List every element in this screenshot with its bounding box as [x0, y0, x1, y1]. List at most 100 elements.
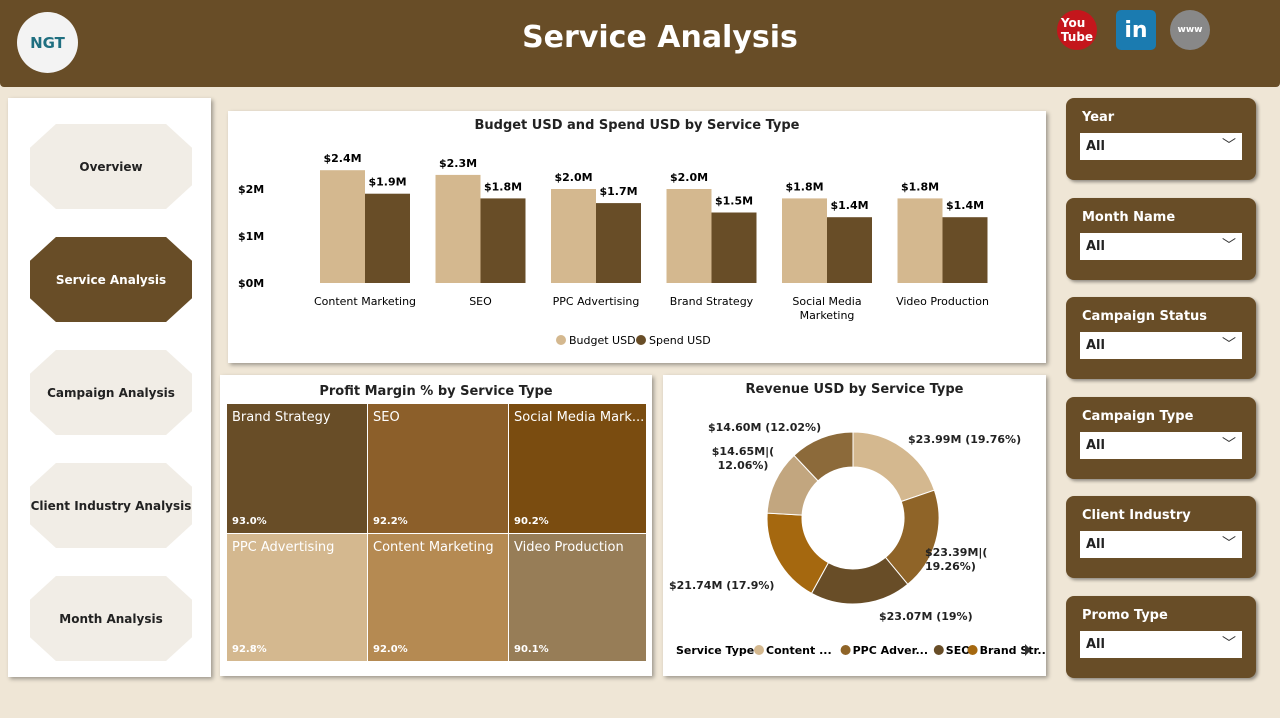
bar-budget-usd[interactable]	[435, 174, 481, 283]
filter-value: All	[1086, 238, 1105, 254]
bar-spend-usd[interactable]	[365, 193, 410, 283]
filter-label: Campaign Type	[1082, 408, 1194, 424]
filter-card: Campaign Type All ﹀	[1066, 396, 1256, 479]
logo: NGT	[17, 12, 78, 73]
filter-dropdown[interactable]: All ﹀	[1080, 133, 1242, 160]
data-label: $2.0M	[554, 171, 592, 184]
data-label: $1.4M	[830, 199, 868, 212]
filter-dropdown[interactable]: All ﹀	[1080, 332, 1242, 359]
legend-marker	[840, 645, 851, 655]
filter-dropdown[interactable]: All ﹀	[1080, 531, 1242, 558]
filter-value: All	[1086, 139, 1105, 154]
filter-value: All	[1086, 636, 1105, 652]
legend-label: Budget USD	[569, 334, 636, 347]
donut-slice[interactable]	[793, 431, 854, 482]
bar-budget-usd[interactable]	[320, 170, 365, 283]
tile-value: 92.0%	[373, 644, 408, 655]
slice-label: $14.65M|(12.06%)	[711, 445, 775, 472]
filter-dropdown[interactable]: All ﹀	[1080, 232, 1242, 260]
donut-panel: Revenue USD by Service Type Service Type…	[663, 375, 1046, 676]
treemap-tile[interactable]: PPC Advertising 92.8%	[227, 534, 367, 661]
x-tick-label: Marketing	[800, 309, 855, 322]
legend-next-arrow-icon[interactable]	[1025, 644, 1031, 656]
data-label: $1.5M	[715, 195, 753, 208]
youtube-icon[interactable]: You Tube	[1057, 10, 1097, 50]
bar-budget-usd[interactable]	[666, 189, 712, 283]
tile-name: SEO	[373, 410, 400, 425]
treemap-tile[interactable]: Content Marketing 92.0%	[368, 534, 508, 661]
slice-label: $23.39M|(19.26%)	[925, 546, 988, 573]
legend-label: Spend USD	[649, 334, 711, 347]
tile-name: Social Media Mark...	[514, 410, 645, 425]
treemap-tile[interactable]: Social Media Mark... 90.2%	[509, 404, 646, 533]
chevron-down-icon: ﹀	[1222, 536, 1236, 552]
nav-button[interactable]: Service Analysis	[30, 237, 192, 322]
chevron-down-icon: ﹀	[1222, 337, 1236, 353]
x-tick-label: Brand Strategy	[670, 295, 754, 308]
bar-budget-usd[interactable]	[551, 189, 596, 283]
tile-value: 90.1%	[514, 644, 549, 655]
nav-button[interactable]: Client Industry Analysis	[30, 463, 192, 548]
legend-label: SEO	[946, 644, 971, 657]
treemap-tile[interactable]: Video Production 90.1%	[509, 534, 646, 661]
filter-dropdown[interactable]: All ﹀	[1080, 431, 1242, 459]
chevron-down-icon: ﹀	[1222, 138, 1236, 154]
filter-card: Month Name All ﹀	[1066, 197, 1256, 280]
bar-spend-usd[interactable]	[480, 198, 526, 283]
data-label: $1.9M	[368, 176, 406, 189]
tile-value: 93.0%	[232, 516, 267, 527]
tile-name: Video Production	[514, 540, 624, 555]
filter-value: All	[1086, 338, 1105, 353]
slice-label: $14.60M (12.02%)	[708, 421, 822, 434]
bar-chart-title: Budget USD and Spend USD by Service Type	[474, 118, 800, 133]
data-label: $1.8M	[901, 180, 939, 193]
legend-label: Content ...	[766, 644, 832, 657]
x-tick-label: SEO	[469, 295, 492, 308]
legend-marker	[754, 645, 764, 655]
website-icon[interactable]: www	[1170, 10, 1210, 50]
nav-button[interactable]: Overview	[30, 124, 192, 209]
treemap-tile[interactable]: Brand Strategy 93.0%	[227, 404, 367, 533]
filter-label: Promo Type	[1082, 607, 1168, 623]
bar-spend-usd[interactable]	[827, 217, 872, 283]
treemap-tile[interactable]: SEO 92.2%	[368, 404, 508, 533]
filter-label: Client Industry	[1082, 508, 1191, 523]
filter-card: Year All ﹀	[1066, 98, 1256, 180]
y-tick-label: $2M	[238, 183, 264, 196]
slice-label: $21.74M (17.9%)	[669, 579, 775, 592]
tile-name: PPC Advertising	[232, 540, 335, 555]
bar-chart-panel: Budget USD and Spend USD by Service Type…	[228, 111, 1046, 363]
nav-panel: Overview Service Analysis Campaign Analysi…	[8, 98, 211, 677]
y-tick-label: $0M	[238, 277, 264, 290]
filter-label: Year	[1082, 110, 1115, 125]
filter-dropdown[interactable]: All ﹀	[1080, 630, 1242, 658]
legend-marker	[636, 335, 646, 345]
data-label: $1.4M	[946, 199, 984, 212]
legend-marker	[556, 335, 566, 345]
chevron-down-icon: ﹀	[1222, 237, 1236, 254]
nav-button[interactable]: Campaign Analysis	[30, 350, 192, 435]
page-title: Service Analysis	[522, 20, 798, 55]
x-tick-label: Content Marketing	[314, 295, 416, 308]
legend-marker	[933, 645, 944, 655]
chevron-down-icon: ﹀	[1222, 436, 1236, 453]
filter-label: Campaign Status	[1082, 309, 1208, 324]
treemap-panel: Profit Margin % by Service Type Brand St…	[220, 375, 652, 676]
header: NGT Service Analysis You Tube in www	[0, 0, 1280, 87]
linkedin-icon[interactable]: in	[1116, 10, 1156, 50]
data-label: $1.7M	[599, 185, 637, 198]
bar-spend-usd[interactable]	[596, 203, 641, 283]
x-tick-label: Social Media	[792, 295, 861, 308]
nav-button[interactable]: Month Analysis	[30, 576, 192, 661]
treemap-title: Profit Margin % by Service Type	[319, 384, 553, 399]
bar-spend-usd[interactable]	[942, 217, 988, 283]
legend-title: Service Type	[676, 644, 754, 657]
slice-label: $23.07M (19%)	[879, 610, 973, 623]
bar-chart: $0M $1M $2M $2.4M $1.9M Content Marketing $2.3…	[238, 152, 989, 347]
bar-spend-usd[interactable]	[711, 212, 757, 284]
bar-budget-usd[interactable]	[782, 198, 827, 283]
x-tick-label: Video Production	[896, 295, 989, 308]
filter-value: All	[1086, 537, 1105, 552]
x-tick-label: PPC Advertising	[553, 295, 640, 308]
bar-budget-usd[interactable]	[897, 198, 943, 283]
